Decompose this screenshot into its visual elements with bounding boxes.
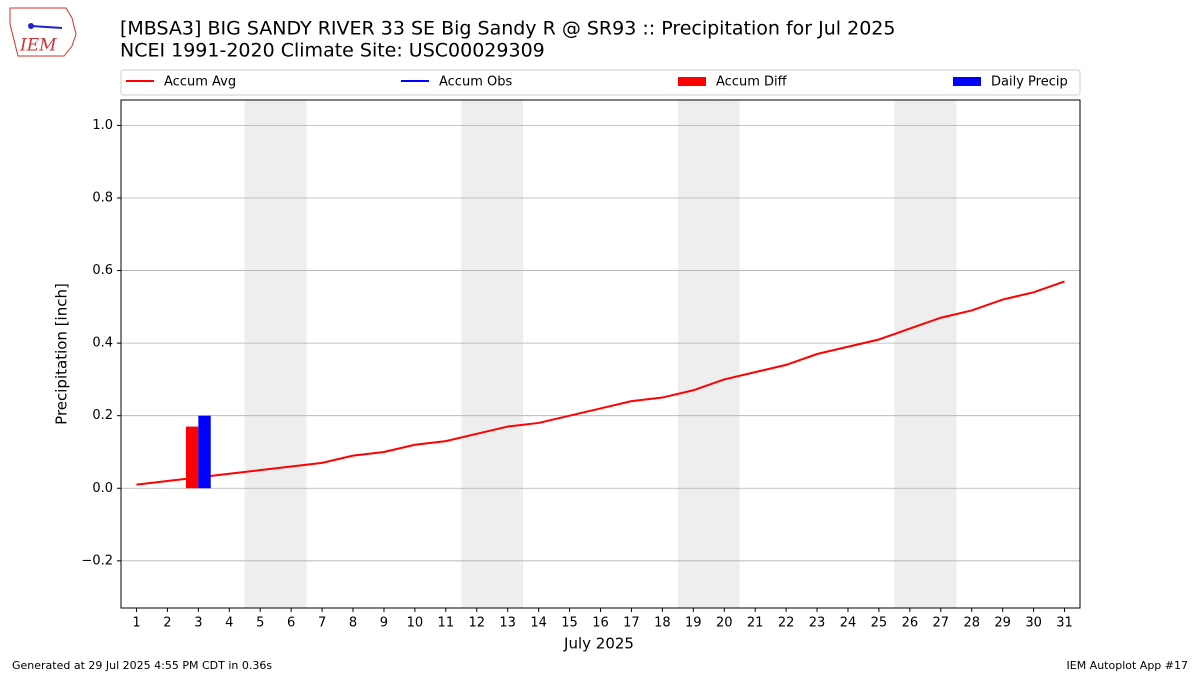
weekend-shade: [244, 100, 307, 608]
y-tick-label: −0.2: [81, 553, 113, 568]
x-tick-label: 24: [840, 616, 857, 631]
x-tick-label: 4: [225, 616, 233, 631]
weekend-shade: [461, 100, 524, 608]
x-tick-label: 11: [438, 616, 455, 631]
weekend-shade: [677, 100, 740, 608]
bar: [198, 415, 211, 489]
legend-box: [120, 69, 1081, 96]
y-tick-label: 0.0: [92, 481, 113, 496]
x-tick-label: 22: [778, 616, 795, 631]
bar: [185, 426, 199, 489]
x-tick-label: 6: [287, 616, 295, 631]
x-tick-label: 7: [318, 616, 326, 631]
logo: IEM: [9, 7, 77, 57]
x-tick-label: 13: [499, 616, 516, 631]
x-tick-label: 21: [747, 616, 764, 631]
x-tick-label: 5: [256, 616, 264, 631]
legend-swatch: [953, 77, 981, 86]
y-tick-label: 0.2: [92, 408, 113, 423]
x-tick-label: 18: [654, 616, 671, 631]
footer-right: IEM Autoplot App #17: [1067, 659, 1189, 672]
x-tick-label: 2: [163, 616, 171, 631]
legend-label: Accum Avg: [164, 75, 236, 90]
x-tick-label: 9: [380, 616, 388, 631]
x-tick-label: 31: [1056, 616, 1073, 631]
x-tick-label: 8: [349, 616, 357, 631]
chart-subtitle: NCEI 1991-2020 Climate Site: USC00029309: [120, 40, 545, 62]
x-tick-label: 12: [468, 616, 485, 631]
x-tick-label: 10: [407, 616, 424, 631]
x-axis-label: July 2025: [563, 635, 634, 653]
logo-text: IEM: [19, 36, 57, 56]
chart-title: [MBSA3] BIG SANDY RIVER 33 SE Big Sandy …: [120, 18, 895, 40]
x-tick-label: 26: [902, 616, 919, 631]
y-tick-label: 0.4: [92, 336, 113, 351]
x-tick-label: 16: [592, 616, 609, 631]
y-tick-label: 1.0: [92, 118, 113, 133]
y-tick-label: 0.6: [92, 263, 113, 278]
x-tick-label: 27: [933, 616, 950, 631]
x-tick-label: 25: [871, 616, 888, 631]
x-tick-label: 29: [994, 616, 1011, 631]
y-tick-label: 0.8: [92, 190, 113, 205]
logo-icon: [30, 25, 63, 29]
x-tick-label: 3: [194, 616, 202, 631]
x-tick-label: 14: [530, 616, 547, 631]
plot-frame: [120, 99, 1081, 609]
x-tick-label: 30: [1025, 616, 1042, 631]
x-tick-label: 23: [809, 616, 826, 631]
legend-label: Daily Precip: [991, 75, 1068, 90]
x-tick-label: 1: [132, 616, 140, 631]
x-tick-label: 28: [963, 616, 980, 631]
y-axis-label: Precipitation [inch]: [53, 283, 71, 425]
legend-swatch: [678, 77, 706, 86]
x-tick-label: 15: [561, 616, 578, 631]
x-tick-label: 20: [716, 616, 733, 631]
x-tick-label: 19: [685, 616, 702, 631]
legend-label: Accum Obs: [439, 75, 512, 90]
footer-left: Generated at 29 Jul 2025 4:55 PM CDT in …: [12, 659, 272, 672]
legend-label: Accum Diff: [716, 75, 788, 90]
series-line: [136, 280, 1065, 486]
weekend-shade: [894, 100, 957, 608]
x-tick-label: 17: [623, 616, 640, 631]
logo-outline: [9, 7, 77, 57]
